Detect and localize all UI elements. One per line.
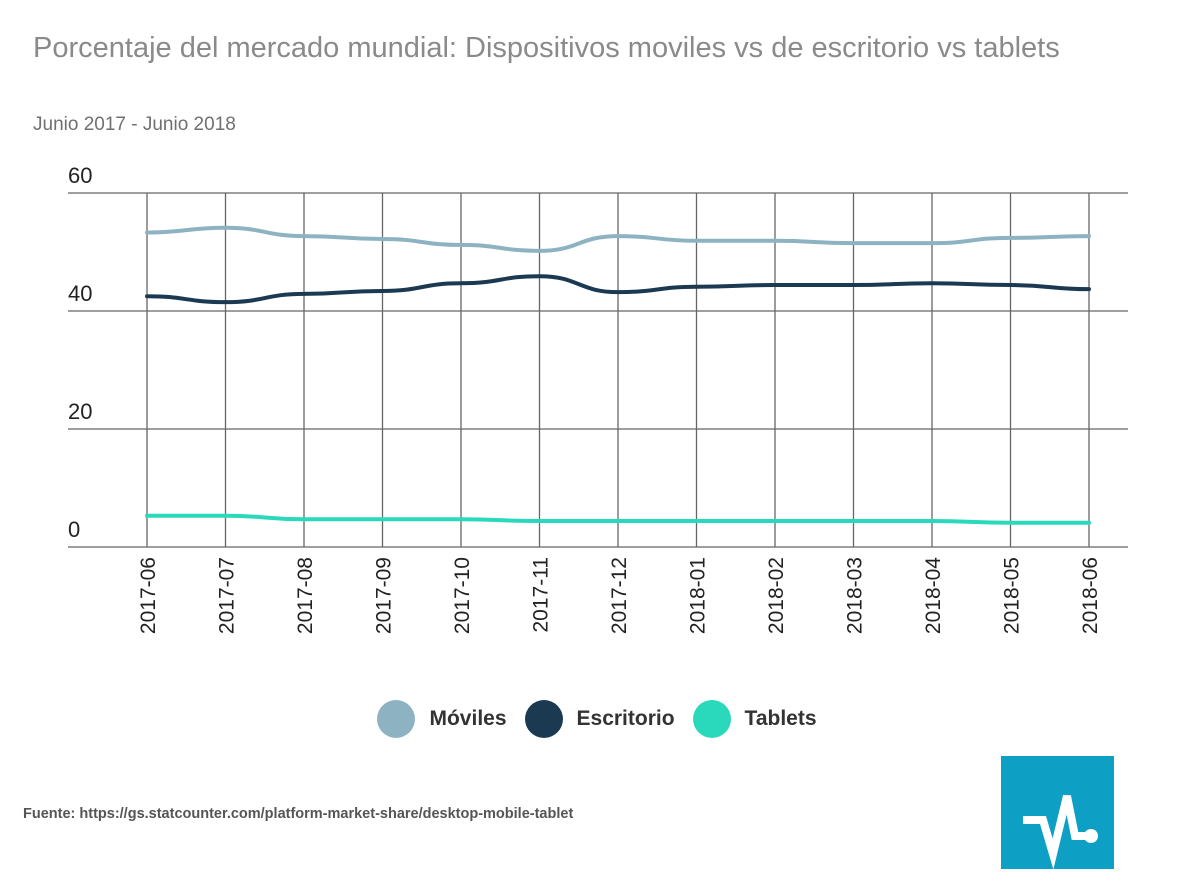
legend-label: Móviles xyxy=(429,707,507,730)
x-tick-label: 2018-03 xyxy=(844,557,867,634)
legend: Móviles Escritorio Tablets xyxy=(0,700,1200,738)
x-tick-label: 2017-06 xyxy=(137,557,160,634)
y-tick-label: 0 xyxy=(68,517,80,542)
x-tick-label: 2017-07 xyxy=(216,557,239,634)
statcounter-logo xyxy=(1001,756,1114,869)
x-tick-label: 2018-02 xyxy=(765,557,788,634)
x-tick-label: 2018-06 xyxy=(1079,557,1102,634)
source-note: Fuente: https://gs.statcounter.com/platf… xyxy=(23,806,574,822)
y-tick-label: 40 xyxy=(68,281,92,306)
x-tick-label: 2017-10 xyxy=(451,557,474,634)
pulse-icon xyxy=(1023,795,1098,869)
x-tick-label: 2017-09 xyxy=(373,557,396,634)
x-tick-label: 2018-04 xyxy=(922,557,945,634)
legend-item-moviles[interactable]: Móviles xyxy=(377,700,507,738)
x-tick-label: 2018-01 xyxy=(687,557,710,634)
legend-item-tablets[interactable]: Tablets xyxy=(692,700,817,738)
x-tick-label: 2018-05 xyxy=(1001,557,1024,634)
legend-label: Tablets xyxy=(744,707,817,730)
y-tick-label: 60 xyxy=(68,163,92,188)
legend-item-escritorio[interactable]: Escritorio xyxy=(524,700,675,738)
x-tick-label: 2017-08 xyxy=(294,557,317,634)
x-tick-label: 2017-11 xyxy=(530,557,553,633)
x-tick-label: 2017-12 xyxy=(608,557,631,634)
chart-subtitle: Junio 2017 - Junio 2018 xyxy=(33,114,236,135)
legend-swatch xyxy=(524,700,563,738)
legend-label: Escritorio xyxy=(576,707,675,730)
line-chart: 0 20 40 60 2017-06 2017-07 2017-08 2017-09 2017-… xyxy=(68,163,1128,634)
y-tick-label: 20 xyxy=(68,399,92,424)
chart-title: Porcentaje del mercado mundial: Disposit… xyxy=(33,32,1060,64)
legend-swatch xyxy=(377,700,416,738)
legend-swatch xyxy=(692,700,731,738)
